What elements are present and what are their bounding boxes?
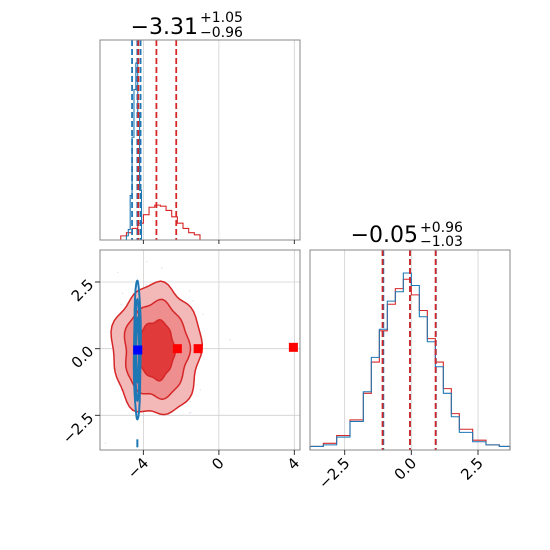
red-marker [193,344,203,354]
title-param-2: −0.05 [351,223,418,248]
title-param-1: −3.31 [131,15,198,40]
scatter-point [188,400,191,403]
y-tick-label: 0.0 [68,342,98,372]
scatter-point [146,261,148,263]
scatter-point [229,338,231,341]
scatter-point [121,292,124,295]
scatter-point [199,389,201,391]
red-marker [288,342,298,352]
panel-frame [99,39,301,241]
title-param-1-upper: +1.05 [200,10,243,26]
blue-y-histogram [309,272,511,450]
x-tick-label: 2.5 [457,454,487,484]
scatter-point [160,267,163,269]
scatter-point [145,283,148,286]
scatter-point [104,442,107,444]
blue-x-histogram [125,62,143,240]
scatter-point [202,313,204,315]
panel-frame [309,249,511,451]
y-tick-label: −2.5 [59,409,97,447]
panel-frame [99,249,301,451]
scatter-point [190,411,192,414]
scatter-point [120,303,122,306]
joint-panel: −4 0 4 2.5 0.0 −2.5 [59,249,303,482]
red-marker [172,344,182,354]
scatter-point [142,415,145,417]
title-param-2-lower: −1.03 [420,234,463,250]
scatter-point [117,271,119,273]
y-tick-label: 2.5 [68,276,98,306]
scatter-point [188,412,191,414]
x-tick-label: −4 [124,454,152,482]
x-tick-label: 0 [208,454,227,473]
marginal-panel-param-2: −2.5 0.0 2.5 [309,249,511,493]
scatter-point [120,389,122,391]
x-tick-label: 4 [284,454,303,473]
marginal-panel-param-1 [99,39,301,244]
scatter-point [192,300,194,302]
x-tick-label: 0.0 [391,454,421,484]
title-param-2-upper: +0.96 [420,220,463,236]
scatter-point [188,290,191,292]
title-param-1-lower: −0.96 [200,25,243,41]
blue-marker [133,345,143,355]
x-tick-label: −2.5 [315,454,353,492]
